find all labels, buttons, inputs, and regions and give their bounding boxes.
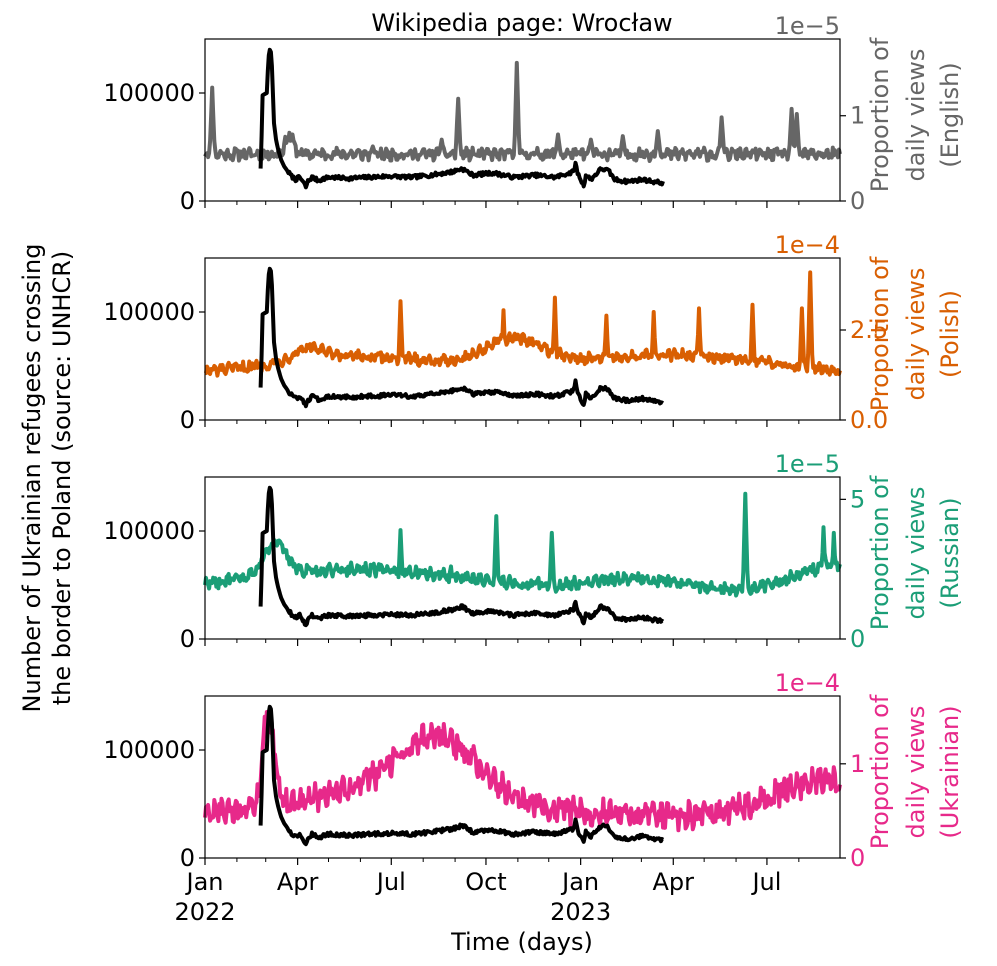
panel-polish: 0 100000 0.0 2.5 1e−4 Proportion of daily view… <box>103 231 964 434</box>
axes-frame <box>204 695 841 859</box>
left-tick-label: 0 <box>180 625 195 653</box>
right-ylabel-line: Proportion of <box>866 37 894 192</box>
offset-multiplier: 1e−5 <box>775 12 840 40</box>
right-ylabel-line: daily views <box>902 49 930 182</box>
left-ylabel-line2: the border to Poland (source: UNHCR) <box>48 251 76 706</box>
series-line-russian <box>203 491 842 598</box>
right-ylabel-line: daily views <box>902 706 930 839</box>
series-line-polish <box>204 270 842 378</box>
x-tick-label: Jan <box>560 868 599 896</box>
left-tick-label: 100000 <box>103 79 195 107</box>
right-ylabel-line: (Polish) <box>936 290 964 378</box>
x-tick-year-label: 2022 <box>174 898 235 926</box>
panel-english: 0 100000 0 1 1e−5 Proportion of daily views (En… <box>103 12 964 215</box>
panel-russian: 0 100000 0 5 1e−5 Proportion of daily views (Ru… <box>103 450 964 653</box>
right-ylabel-line: (Russian) <box>936 497 964 608</box>
left-tick-label: 100000 <box>103 736 195 764</box>
offset-multiplier: 1e−4 <box>775 231 840 259</box>
refugees-line <box>258 485 665 628</box>
right-ylabel-line: daily views <box>902 487 930 620</box>
refugees-line <box>258 47 665 190</box>
left-tick-label: 0 <box>180 406 195 434</box>
chart-title: Wikipedia page: Wrocław <box>371 9 672 37</box>
right-tick-label: 2.5 <box>850 316 888 344</box>
right-tick-label: 0 <box>850 844 865 872</box>
axes-frame <box>204 38 841 202</box>
right-ylabel-line: daily views <box>902 268 930 401</box>
refugees-line <box>258 266 665 409</box>
x-tick-label: Jul <box>750 868 781 896</box>
left-tick-label: 0 <box>180 844 195 872</box>
x-tick-year-label: 2023 <box>550 898 611 926</box>
x-tick-label: Apr <box>277 868 319 896</box>
right-tick-label: 0 <box>850 187 865 215</box>
right-tick-label: 1 <box>850 750 865 778</box>
x-axis-label: Time (days) <box>450 928 593 956</box>
right-tick-label: 0.0 <box>850 406 888 434</box>
refugees-line <box>258 704 665 847</box>
right-ylabel-line: (Ukrainian) <box>936 705 964 838</box>
offset-multiplier: 1e−4 <box>775 669 840 697</box>
x-tick-label: Jul <box>375 868 406 896</box>
x-tick-label: Apr <box>653 868 695 896</box>
left-tick-label: 100000 <box>103 298 195 326</box>
left-tick-label: 0 <box>180 187 195 215</box>
series-line-english <box>203 60 842 163</box>
x-tick-label: Jan <box>185 868 224 896</box>
right-ylabel-line: Proportion of <box>866 256 894 411</box>
right-ylabel-line: (English) <box>936 62 964 167</box>
axes-frame <box>204 476 841 640</box>
right-ylabel-line: Proportion of <box>866 694 894 849</box>
right-tick-label: 0 <box>850 625 865 653</box>
right-tick-label: 1 <box>850 102 865 130</box>
panel-ukrainian: 0 100000 0 1 1e−4 Proportion of daily views (Uk… <box>103 669 964 926</box>
series-line-ukrainian <box>203 710 842 833</box>
x-tick-label: Oct <box>465 868 507 896</box>
offset-multiplier: 1e−5 <box>775 450 840 478</box>
right-tick-label: 5 <box>850 485 865 513</box>
right-ylabel-line: Proportion of <box>866 475 894 630</box>
left-tick-label: 100000 <box>103 517 195 545</box>
axes-frame <box>204 257 841 421</box>
left-ylabel-line1: Number of Ukrainian refugees crossing <box>18 244 46 713</box>
